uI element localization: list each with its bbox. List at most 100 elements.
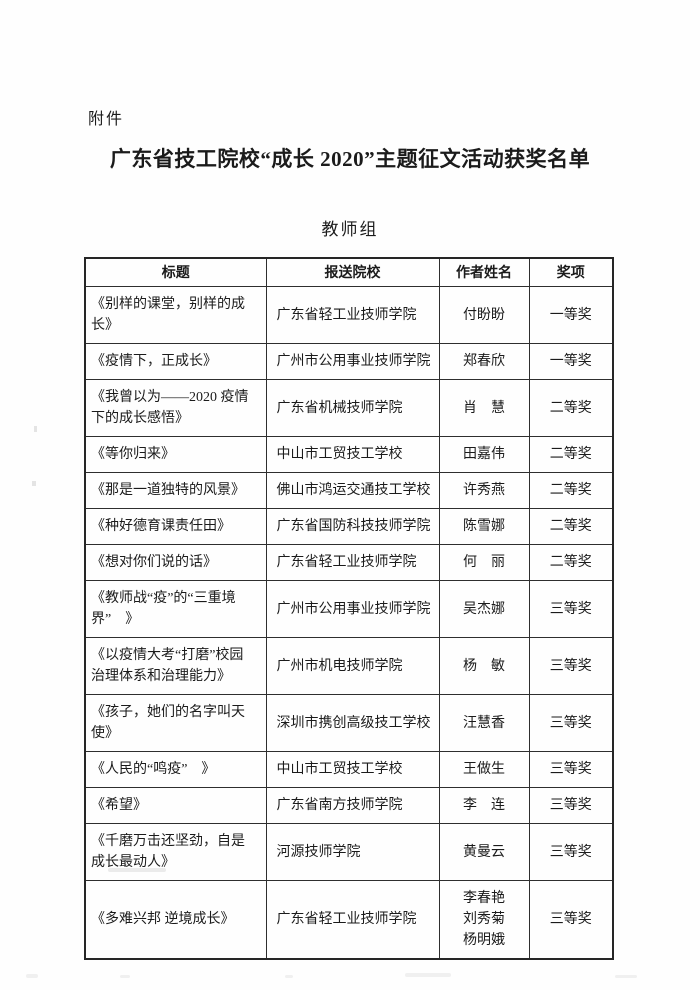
author-name: 李春艳: [463, 891, 505, 906]
essay-title-cell: 《别样的课堂，别样的成长》: [84, 286, 267, 344]
attachment-label: 附件: [88, 111, 125, 128]
author-name: 田嘉伟: [463, 447, 505, 462]
table-row: 《种好德育课责任田》 广东省国防科技技师学院 陈雪娜 二等奖: [84, 508, 614, 545]
table-row: 《多难兴邦 逆境成长》 广东省轻工业技师学院 李春艳 刘秀菊 杨明娥 三等奖: [84, 880, 614, 960]
author-cell: 杨 敏: [438, 637, 530, 695]
essay-title-cell: 《多难兴邦 逆境成长》: [84, 880, 267, 960]
author-cell: 付盼盼: [438, 286, 530, 344]
author-cell: 肖 慧: [438, 379, 530, 437]
award-cell: 三等奖: [528, 787, 614, 824]
column-header: 报送院校: [265, 257, 440, 287]
essay-title-cell: 《人民的“鸣疫” 》: [84, 751, 267, 788]
essay-title-cell: 《种好德育课责任田》: [84, 508, 267, 545]
author-name: 陈雪娜: [463, 519, 505, 534]
essay-title-cell: 《教师战“疫”的“三重境界” 》: [84, 580, 267, 638]
school-cell: 河源技师学院: [265, 823, 440, 881]
table-row: 《我曾以为——2020 疫情下的成长感悟》 广东省机械技师学院 肖 慧 二等奖: [84, 379, 614, 437]
table-row: 《别样的课堂，别样的成长》 广东省轻工业技师学院 付盼盼 一等奖: [84, 286, 614, 344]
scan-artifact: [405, 973, 451, 977]
essay-title-cell: 《想对你们说的话》: [84, 544, 267, 581]
essay-title-cell: 《孩子，她们的名字叫天使》: [84, 694, 267, 752]
author-name: 郑春欣: [463, 354, 505, 369]
award-cell: 二等奖: [528, 472, 614, 509]
award-cell: 一等奖: [528, 343, 614, 380]
table-row: 《以疫情大考“打磨”校园治理体系和治理能力》 广州市机电技师学院 杨 敏 三等奖: [84, 637, 614, 695]
table-row: 《希望》 广东省南方技师学院 李 连 三等奖: [84, 787, 614, 824]
author-name: 杨明娥: [463, 933, 505, 948]
school-cell: 广州市公用事业技师学院: [265, 580, 440, 638]
author-name: 肖 慧: [463, 400, 505, 416]
author-name: 何 丽: [463, 555, 505, 570]
essay-title-cell: 《希望》: [84, 787, 267, 824]
table-header-row: 标题 报送院校 作者姓名 奖项: [84, 257, 614, 287]
author-cell: 王做生: [438, 751, 530, 788]
scan-artifact: [26, 974, 38, 978]
essay-title-cell: 《等你归来》: [84, 436, 267, 473]
table-row: 《千磨万击还坚劲，自是成长最动人》 河源技师学院 黄曼云 三等奖: [84, 823, 614, 881]
author-cell: 田嘉伟: [438, 436, 530, 473]
school-cell: 广东省轻工业技师学院: [265, 544, 440, 581]
column-header: 奖项: [528, 257, 614, 287]
scan-artifact: [32, 481, 36, 486]
author-name: 付盼盼: [463, 307, 505, 323]
author-name: 黄曼云: [463, 844, 505, 860]
author-cell: 郑春欣: [438, 343, 530, 380]
table-row: 《疫情下，正成长》 广州市公用事业技师学院 郑春欣 一等奖: [84, 343, 614, 380]
essay-title-cell: 《千磨万击还坚劲，自是成长最动人》: [84, 823, 267, 881]
award-cell: 三等奖: [528, 637, 614, 695]
award-cell: 二等奖: [528, 379, 614, 437]
essay-title-cell: 《那是一道独特的风景》: [84, 472, 267, 509]
author-name: 吴杰娜: [463, 601, 505, 617]
school-cell: 广东省轻工业技师学院: [265, 880, 440, 960]
table-row: 《人民的“鸣疫” 》中山市工贸技工学校 王做生 三等奖: [84, 751, 614, 788]
table-row: 《想对你们说的话》 广东省轻工业技师学院 何 丽 二等奖: [84, 544, 614, 581]
author-cell: 汪慧香: [438, 694, 530, 752]
school-cell: 广东省机械技师学院: [265, 379, 440, 437]
essay-title-cell: 《疫情下，正成长》: [84, 343, 267, 380]
school-cell: 广东省轻工业技师学院: [265, 286, 440, 344]
group-heading: 教师组: [321, 220, 379, 239]
award-cell: 三等奖: [528, 823, 614, 881]
school-cell: 深圳市携创高级技工学校: [265, 694, 440, 752]
scan-artifact: [615, 975, 637, 978]
school-cell: 中山市工贸技工学校: [265, 436, 440, 473]
author-cell: 李春艳 刘秀菊 杨明娥: [438, 880, 530, 960]
author-cell: 陈雪娜: [438, 508, 530, 545]
table-row: 《孩子，她们的名字叫天使》 深圳市携创高级技工学校 汪慧香 三等奖: [84, 694, 614, 752]
award-cell: 二等奖: [528, 508, 614, 545]
award-cell: 二等奖: [528, 544, 614, 581]
author-cell: 吴杰娜: [438, 580, 530, 638]
table-row: 《那是一道独特的风景》 佛山市鸿运交通技工学校 许秀燕 二等奖: [84, 472, 614, 509]
document-title: 广东省技工院校“成长 2020”主题征文活动获奖名单: [109, 147, 591, 171]
essay-title-cell: 《以疫情大考“打磨”校园治理体系和治理能力》: [84, 637, 267, 695]
award-cell: 三等奖: [528, 694, 614, 752]
author-cell: 许秀燕: [438, 472, 530, 509]
table-row: 《教师战“疫”的“三重境界” 》广州市公用事业技师学院 吴杰娜 三等奖: [84, 580, 614, 638]
award-cell: 二等奖: [528, 436, 614, 473]
author-name: 李 连: [463, 798, 505, 813]
author-cell: 李 连: [438, 787, 530, 824]
award-cell: 三等奖: [528, 751, 614, 788]
author-name: 刘秀菊: [463, 912, 505, 927]
school-cell: 广东省国防科技技师学院: [265, 508, 440, 545]
author-name: 杨 敏: [463, 658, 505, 674]
table-row: 《等你归来》 中山市工贸技工学校 田嘉伟 二等奖: [84, 436, 614, 473]
awards-table: 标题 报送院校 作者姓名 奖项 《别样的课堂，别样的成长》 广东省轻工业技师学院 付盼盼一…: [84, 257, 614, 960]
author-cell: 何 丽: [438, 544, 530, 581]
award-cell: 三等奖: [528, 880, 614, 960]
school-cell: 广东省南方技师学院: [265, 787, 440, 824]
school-cell: 中山市工贸技工学校: [265, 751, 440, 788]
essay-title-cell: 《我曾以为——2020 疫情下的成长感悟》: [84, 379, 267, 437]
school-cell: 佛山市鸿运交通技工学校: [265, 472, 440, 509]
scan-artifact: [34, 426, 37, 432]
author-name: 王做生: [463, 762, 505, 777]
award-cell: 三等奖: [528, 580, 614, 638]
column-header: 标题: [84, 257, 267, 287]
scan-artifact: [120, 975, 130, 978]
scan-artifact: [285, 975, 293, 978]
author-cell: 黄曼云: [438, 823, 530, 881]
school-cell: 广州市公用事业技师学院: [265, 343, 440, 380]
column-header: 作者姓名: [438, 257, 530, 287]
author-name: 许秀燕: [463, 483, 505, 498]
